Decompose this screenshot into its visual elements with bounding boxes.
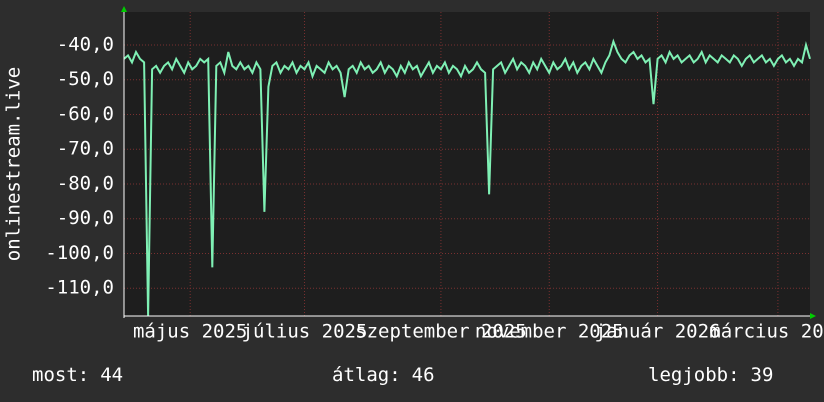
axis-arrow (810, 313, 816, 319)
plot-area (124, 12, 810, 316)
stat-value: 46 (412, 364, 435, 386)
x-tick-label: március 2026 (709, 321, 824, 343)
y-tick-label: -100,0 (45, 242, 114, 264)
y-tick-label: -40,0 (57, 34, 114, 56)
plot (123, 38, 811, 317)
y-tick-label: -110,0 (45, 277, 114, 299)
stat-value: 39 (751, 364, 774, 386)
x-tick-label: január 2026 (595, 321, 721, 343)
stat: átlag: 46 (332, 364, 435, 386)
stat-label: legjobb: (648, 364, 740, 386)
x-tick-label: július 2025 (242, 321, 368, 343)
x-tick-label: szeptember 2025 (355, 321, 527, 343)
stat: most: 44 (32, 364, 123, 386)
stat-label: most: (32, 364, 89, 386)
axis-arrow (121, 6, 127, 12)
stat-label: átlag: (332, 364, 401, 386)
y-tick-label: -60,0 (57, 103, 114, 125)
x-tick-label: november 2025 (475, 321, 624, 343)
y-tick-label: -70,0 (57, 138, 114, 160)
y-axis-label: onlinestream.live (3, 67, 25, 261)
stat: legjobb: 39 (648, 364, 773, 386)
y-tick-label: -50,0 (57, 68, 114, 90)
data-line (123, 38, 811, 317)
stat-value: 44 (100, 364, 123, 386)
grid (124, 12, 810, 316)
x-tick-label: május 2025 (133, 321, 247, 343)
y-tick-label: -90,0 (57, 207, 114, 229)
y-tick-label: -80,0 (57, 172, 114, 194)
